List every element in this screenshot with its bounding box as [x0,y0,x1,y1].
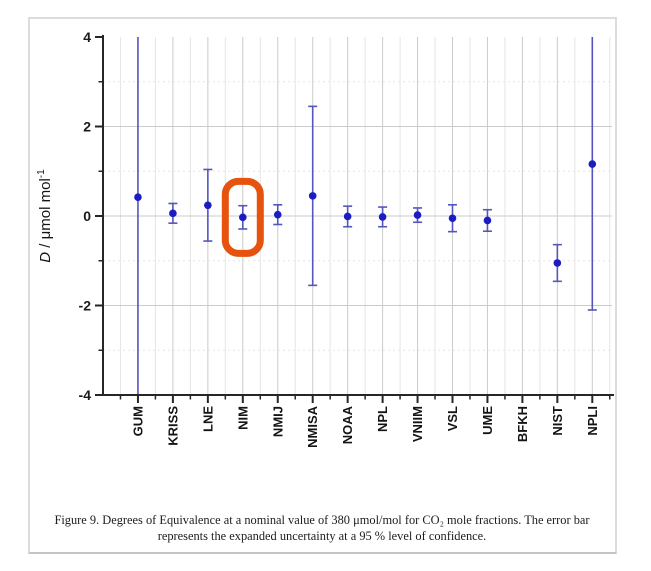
x-label-npli: NPLI [585,406,600,436]
x-label-kriss: KRISS [165,406,180,446]
data-point-npli [588,160,597,168]
gridlines [103,37,612,395]
x-label-vsl: VSL [445,406,460,431]
figure-panel [28,17,617,554]
svg-text:0: 0 [83,208,91,224]
svg-text:4: 4 [83,29,91,45]
data-point-vsl [448,214,457,223]
x-label-gum: GUM [130,406,145,436]
x-label-nmij: NMIJ [270,406,285,437]
y-tick-labels: -4 -2 0 2 4 [79,29,92,403]
data-point-nim [239,213,247,222]
caption-line-2: represents the expanded uncertainty at a… [157,529,487,543]
figure-caption: Figure 9. Degrees of Equivalence at a no… [38,512,606,544]
axes [95,35,614,403]
data-point-npl [378,213,387,221]
svg-text:-4: -4 [79,387,92,403]
svg-text:-2: -2 [79,298,92,314]
x-label-bfkh: BFKH [515,406,530,442]
data-point-nist [553,259,562,267]
data-point-noaa [343,212,352,221]
caption-line-1: Figure 9. Degrees of Equivalence at a no… [54,513,590,527]
data-point-ume [483,216,492,225]
data-point-nmij [273,210,282,219]
x-label-nmisa: NMISA [305,405,320,448]
x-category-labels: GUM KRISS LNE NIM NMIJ NMISA NOAA NPL VNIIM VSL UM… [130,405,599,448]
data-point-nmisa [308,192,317,200]
x-label-vniim: VNIIM [410,406,425,442]
x-label-noaa: NOAA [340,405,355,444]
data-points [134,160,597,267]
data-point-kriss [169,209,177,218]
svg-text:2: 2 [83,119,91,135]
x-label-nist: NIST [550,406,565,436]
x-label-nim: NIM [235,406,250,430]
data-point-lne [204,201,212,210]
x-label-ume: UME [480,406,495,435]
data-point-gum [134,193,142,202]
x-label-npl: NPL [375,406,390,432]
y-axis-title: D / μmol mol-1 [36,169,54,263]
highlight-annotation-nim [221,177,264,257]
x-label-lne: LNE [200,406,215,432]
data-point-vniim [413,211,422,219]
